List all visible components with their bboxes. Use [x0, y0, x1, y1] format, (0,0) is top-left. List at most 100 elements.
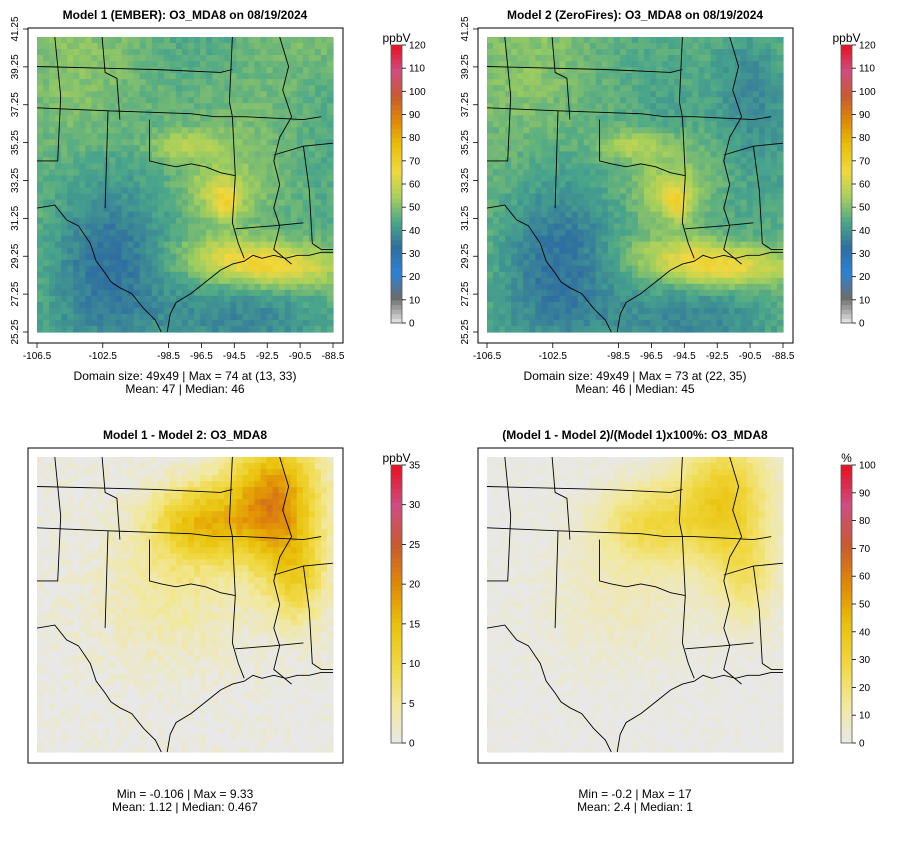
grid-cell [704, 133, 711, 140]
grid-cell [759, 37, 766, 44]
grid-cell [650, 127, 657, 134]
grid-cell [596, 206, 603, 213]
grid-cell [535, 127, 542, 134]
grid-cell [128, 260, 135, 267]
grid-cell [662, 85, 669, 92]
grid-cell [541, 290, 548, 297]
grid-cell [218, 278, 225, 285]
grid-cell [674, 254, 681, 261]
grid-cell [43, 308, 50, 315]
grid-cell [777, 151, 784, 158]
grid-cell [109, 37, 116, 44]
grid-cell [644, 326, 651, 333]
grid-cell [662, 37, 669, 44]
grid-cell [632, 121, 639, 128]
grid-cell [686, 194, 693, 201]
grid-cell [182, 103, 189, 110]
grid-cell [686, 145, 693, 152]
grid-cell [152, 55, 159, 62]
panel-1: Model 1 (EMBER): O3_MDA8 on 08/19/2024-1… [10, 8, 426, 396]
grid-cell [547, 91, 554, 98]
grid-cell [236, 151, 243, 158]
grid-cell [765, 302, 772, 309]
grid-cell [547, 260, 554, 267]
grid-cell [747, 290, 754, 297]
grid-cell [686, 188, 693, 195]
grid-cell [771, 85, 778, 92]
grid-cell [303, 308, 310, 315]
grid-cell [67, 326, 74, 333]
grid-cell [729, 290, 736, 297]
grid-cell [303, 49, 310, 56]
grid-cell [741, 157, 748, 164]
grid-cell [620, 115, 627, 122]
grid-cell [188, 242, 195, 249]
grid-cell [236, 169, 243, 176]
grid-cell [291, 188, 298, 195]
grid-cell [590, 181, 597, 188]
grid-cell [741, 37, 748, 44]
grid-cell [291, 181, 298, 188]
grid-cell [559, 55, 566, 62]
grid-cell [487, 49, 494, 56]
grid-cell [103, 127, 110, 134]
grid-cell [523, 296, 530, 303]
grid-cell [248, 278, 255, 285]
grid-cell [297, 43, 304, 50]
grid-cell [668, 151, 675, 158]
grid-cell [602, 55, 609, 62]
colorbar-tick-label: 90 [409, 110, 421, 121]
grid-cell [638, 236, 645, 243]
grid-cell [759, 163, 766, 170]
grid-cell [261, 200, 268, 207]
grid-cell [517, 236, 524, 243]
grid-cell [140, 314, 147, 321]
grid-cell [291, 43, 298, 50]
grid-cell [596, 188, 603, 195]
grid-cell [517, 320, 524, 327]
grid-cell [608, 272, 615, 279]
grid-cell [771, 290, 778, 297]
grid-cell [315, 260, 322, 267]
grid-cell [590, 206, 597, 213]
grid-cell [559, 206, 566, 213]
grid-cell [535, 151, 542, 158]
grid-cell [49, 181, 56, 188]
colorbar-segment [391, 96, 402, 101]
grid-cell [680, 43, 687, 50]
grid-cell [37, 181, 44, 188]
grid-cell [553, 103, 560, 110]
grid-cell [97, 139, 104, 146]
grid-cell [285, 236, 292, 243]
grid-cell [741, 151, 748, 158]
grid-cell [79, 145, 86, 152]
grid-cell [206, 73, 213, 80]
grid-cell [37, 49, 44, 56]
grid-cell [261, 103, 268, 110]
grid-cell [541, 145, 548, 152]
grid-cell [765, 151, 772, 158]
grid-cell [656, 284, 663, 291]
grid-cell [49, 127, 56, 134]
grid-cell [741, 224, 748, 231]
grid-cell [164, 248, 171, 255]
grid-cell [747, 248, 754, 255]
grid-cell [122, 236, 129, 243]
grid-cell [188, 206, 195, 213]
grid-cell [236, 37, 243, 44]
grid-cell [505, 248, 512, 255]
grid-cell [723, 55, 730, 62]
grid-cell [656, 326, 663, 333]
grid-cell [541, 115, 548, 122]
grid-cell [584, 200, 591, 207]
grid-cell [505, 79, 512, 86]
grid-cell [698, 49, 705, 56]
grid-cell [590, 127, 597, 134]
grid-cell [698, 145, 705, 152]
grid-cell [218, 260, 225, 267]
grid-cell [122, 254, 129, 261]
grid-cell [584, 194, 591, 201]
grid-cell [674, 169, 681, 176]
grid-cell [535, 194, 542, 201]
grid-cell [194, 97, 201, 104]
